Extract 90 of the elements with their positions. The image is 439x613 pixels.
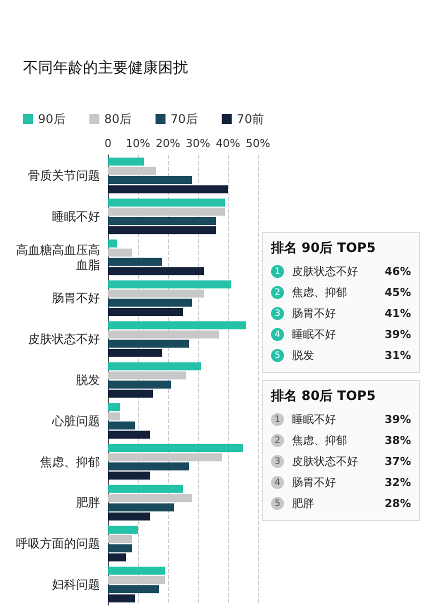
text: 肠胃不好 [292, 475, 337, 490]
legend-label: 70后 [170, 112, 198, 126]
bar [108, 403, 120, 412]
text: 皮肤状态不好 [292, 264, 359, 279]
bar [108, 248, 132, 257]
bar [108, 362, 201, 370]
text: 1 [271, 413, 284, 426]
bar [108, 412, 120, 420]
text: 39% [384, 413, 411, 426]
y-tick-label: 心脏问题 [51, 414, 100, 428]
bar [108, 258, 162, 266]
bar [108, 526, 138, 534]
bar [108, 267, 204, 276]
y-tick-label: 肠胃不好 [52, 291, 100, 306]
bar [108, 484, 183, 493]
bar [108, 553, 126, 562]
y-tick-label: 骨质关节问题 [28, 168, 100, 182]
bar [108, 340, 189, 348]
text: 焦虑、抑郁 [292, 285, 348, 300]
y-tick-label: 皮肤状态不好 [28, 332, 100, 346]
text: 31% [384, 349, 411, 362]
bar [108, 158, 144, 166]
text: 2 [271, 286, 284, 299]
text: 焦虑、抑郁 [292, 433, 348, 448]
bar [108, 298, 192, 307]
text: 睡眠不好 [292, 412, 337, 427]
bar [108, 226, 216, 234]
bar [108, 430, 150, 439]
x-tick-label: 30% [186, 137, 210, 150]
bar [108, 462, 189, 470]
text: 5 [271, 497, 284, 510]
text: 肥胖 [292, 496, 315, 511]
text: 46% [384, 265, 411, 278]
bar [108, 585, 159, 594]
bar [108, 503, 174, 512]
text: 32% [384, 476, 411, 489]
text: 3 [271, 307, 284, 320]
text: 皮肤状态不好 [292, 454, 359, 469]
text: 4 [271, 328, 284, 341]
bar [108, 544, 132, 552]
bar [108, 185, 228, 194]
legend-label: 70前 [236, 112, 264, 126]
text: 41% [384, 307, 411, 320]
text: 39% [384, 328, 411, 341]
bar [108, 280, 231, 288]
x-tick-label: 0 [104, 137, 112, 150]
x-tick-label: 40% [216, 137, 240, 150]
bar [108, 535, 132, 544]
bar [108, 308, 183, 316]
text: 3 [271, 455, 284, 468]
bar [108, 472, 150, 480]
text: 排名 80后 TOP5 [271, 388, 377, 405]
bar [108, 176, 192, 184]
bar [108, 512, 150, 521]
y-tick-label: 呼吸方面的问题 [16, 536, 100, 551]
y-tick-label: 脱发 [76, 373, 100, 387]
text: 37% [384, 455, 411, 468]
text: 排名 90后 TOP5 [271, 240, 377, 257]
text: 5 [271, 349, 284, 362]
text: 睡眠不好 [292, 327, 337, 342]
y-tick-label: 睡眠不好 [52, 209, 100, 224]
legend-label: 80后 [104, 112, 132, 126]
bar [108, 321, 246, 330]
x-tick-label: 20% [156, 137, 180, 150]
text: 脱发 [292, 348, 315, 363]
bar [108, 380, 171, 389]
text: 38% [384, 434, 411, 447]
bar [108, 239, 117, 248]
legend-label: 90后 [38, 112, 66, 126]
bar [108, 348, 162, 357]
text: 肠胃不好 [292, 306, 337, 321]
text: 28% [384, 497, 411, 510]
bar [108, 216, 216, 225]
bar [108, 444, 243, 452]
text: 4 [271, 476, 284, 489]
bar [108, 566, 165, 575]
y-tick-label: 高血糖高血压高血脂 [16, 242, 100, 272]
bar [108, 594, 135, 602]
y-tick-label: 焦虑、抑郁 [40, 454, 100, 469]
text: 2 [271, 434, 284, 447]
x-tick-label: 10% [126, 137, 150, 150]
bar [108, 422, 135, 430]
text: 1 [271, 265, 284, 278]
bar [108, 390, 153, 398]
text: 45% [384, 286, 411, 299]
y-tick-label: 妇科问题 [52, 578, 100, 592]
y-tick-label: 肥胖 [76, 496, 100, 510]
chart-title: 不同年龄的主要健康困扰 [23, 58, 188, 76]
bar [108, 198, 225, 207]
x-tick-label: 50% [246, 137, 270, 150]
